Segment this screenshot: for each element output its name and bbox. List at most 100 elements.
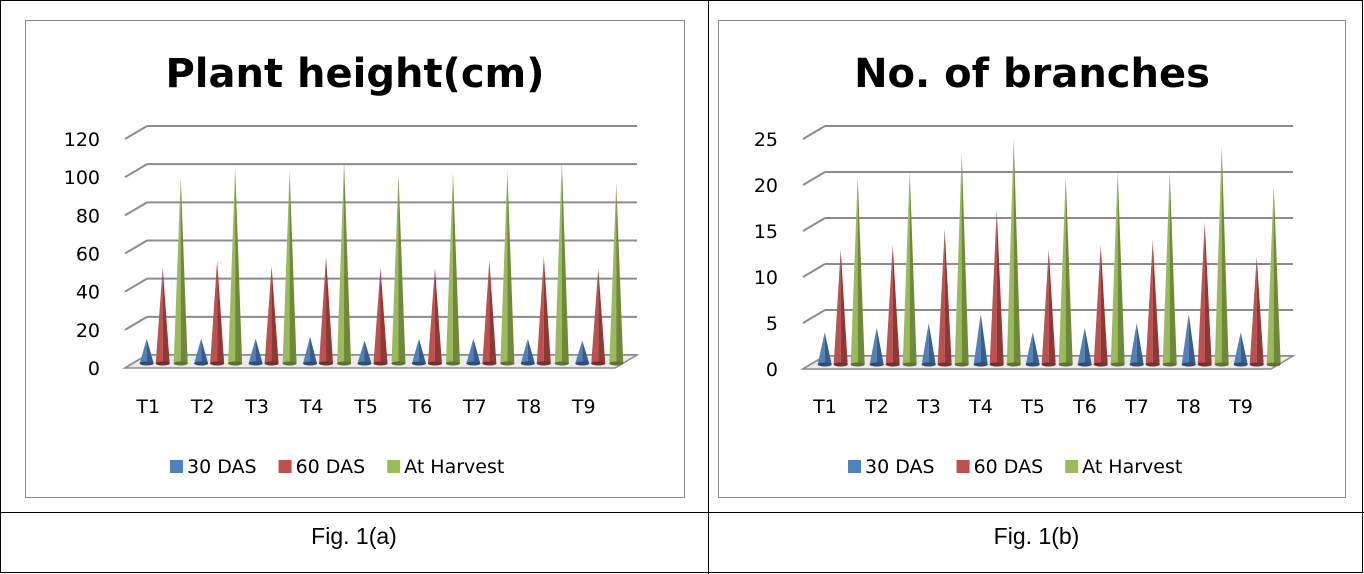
x-tick-label: T7: [1124, 396, 1149, 418]
gridline: [124, 125, 148, 140]
bar-cone: [194, 338, 209, 366]
bar-cone: [1129, 323, 1144, 367]
x-tick-label: T3: [244, 396, 269, 418]
y-tick-label: 10: [754, 267, 778, 289]
bar-cone: [817, 332, 832, 367]
table-divider-vertical: [708, 0, 709, 574]
y-tick-label: 40: [76, 282, 100, 304]
y-tick-label: 5: [766, 313, 778, 335]
gridline: [124, 201, 148, 217]
bar-cone: [885, 244, 900, 367]
bar-cone: [591, 268, 606, 366]
chart-frame-a: [25, 20, 685, 498]
bar-cone: [1214, 145, 1229, 367]
bar-cone: [1197, 221, 1212, 367]
bar-cone: [1181, 313, 1196, 367]
bar-cone: [482, 260, 497, 366]
bar-cone: [1077, 327, 1092, 367]
y-tick-label: 60: [76, 244, 100, 266]
bar-cone: [248, 338, 263, 366]
bar-cone: [500, 170, 515, 366]
chart-frame-b: [718, 20, 1346, 498]
x-tick-label: T8: [1176, 396, 1201, 418]
bar-cone: [319, 256, 334, 366]
x-tick-label: T4: [299, 396, 324, 418]
bar-cone: [921, 323, 936, 367]
bar-cone: [466, 338, 481, 366]
bar-cone: [228, 166, 243, 366]
x-tick-label: T5: [353, 396, 378, 418]
bar-cone: [1110, 171, 1125, 367]
legend-swatch: [1065, 460, 1079, 473]
x-tick-label: T9: [1228, 396, 1253, 418]
bar-cone: [445, 172, 460, 366]
gridline: [802, 263, 826, 278]
legend-swatch: [170, 460, 183, 473]
legend-label: At Harvest: [404, 456, 504, 478]
y-tick-label: 20: [76, 320, 100, 342]
x-tick-label: T3: [916, 396, 941, 418]
y-tick-label: 0: [766, 359, 778, 381]
bar-cone: [902, 171, 917, 367]
legend-label: 30 DAS: [865, 456, 935, 478]
bar-cone: [391, 174, 406, 366]
bar-cone: [282, 170, 297, 366]
bar-cone: [303, 336, 318, 366]
x-tick-label: T8: [516, 396, 541, 418]
y-tick-label: 100: [64, 167, 100, 189]
y-tick-label: 0: [88, 358, 100, 380]
bar-cone: [1041, 249, 1056, 367]
gridline: [124, 239, 148, 255]
bar-cone: [1162, 171, 1177, 367]
bar-cone: [264, 266, 279, 366]
x-tick-label: T6: [408, 396, 433, 418]
x-tick-label: T2: [190, 396, 215, 418]
bar-cone: [609, 182, 624, 366]
table-divider-horizontal: [0, 512, 1364, 513]
bar-cone: [373, 268, 388, 366]
y-tick-label: 80: [76, 205, 100, 227]
bar-cone: [1145, 240, 1160, 367]
chart-plant-height: Plant height(cm) 0 20 40 60 80 100 120 T1 T2 T3 T4 T…: [64, 51, 640, 478]
gridline: [802, 125, 826, 140]
bar-cone: [850, 175, 865, 367]
bar-cone: [520, 338, 535, 366]
bar-cone: [937, 229, 952, 367]
legend-swatch: [848, 460, 861, 473]
gridline: [124, 315, 148, 331]
x-tick-label: T9: [571, 396, 596, 418]
bar-cone: [1006, 139, 1021, 367]
x-tick-label: T7: [462, 396, 487, 418]
bar-cone: [1093, 244, 1108, 367]
legend-swatch: [956, 460, 970, 473]
x-tick-label: T4: [968, 396, 993, 418]
y-tick-label: 20: [754, 175, 778, 197]
legend-label: 60 DAS: [974, 456, 1044, 478]
bar-cone: [139, 338, 154, 366]
chart-title: Plant height(cm): [165, 51, 544, 97]
chart-no-of-branches: No. of branches 0 5 10 15 20 25 T1 T2 T3 T4 T5 T6 T7 T…: [754, 51, 1296, 478]
x-tick-label: T6: [1072, 396, 1097, 418]
bar-cone: [1025, 332, 1040, 367]
bar-cone: [869, 327, 884, 367]
gridline: [802, 309, 826, 324]
bar-cone: [1266, 185, 1281, 367]
bar-cone: [1249, 256, 1264, 367]
bar-cone: [427, 268, 442, 366]
y-tick-label: 25: [754, 129, 778, 151]
bar-cone: [210, 260, 225, 366]
bar-cone: [575, 340, 590, 366]
bar-cone: [1233, 332, 1248, 367]
legend-label: At Harvest: [1082, 456, 1182, 478]
x-tick-label: T1: [135, 396, 160, 418]
legend-label: 60 DAS: [296, 456, 366, 478]
bar-cone: [989, 209, 1004, 367]
bar-cone: [337, 161, 352, 366]
legend-swatch: [387, 460, 401, 473]
bar-cone: [554, 161, 569, 366]
bar-cone: [411, 338, 426, 366]
bar-cone: [155, 268, 170, 366]
legend-swatch: [278, 460, 292, 473]
bar-cone: [173, 176, 188, 366]
